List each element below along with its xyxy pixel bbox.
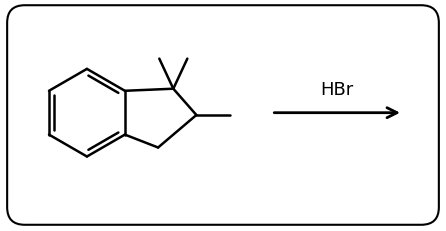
Text: HBr: HBr	[321, 81, 354, 98]
FancyBboxPatch shape	[7, 6, 439, 225]
